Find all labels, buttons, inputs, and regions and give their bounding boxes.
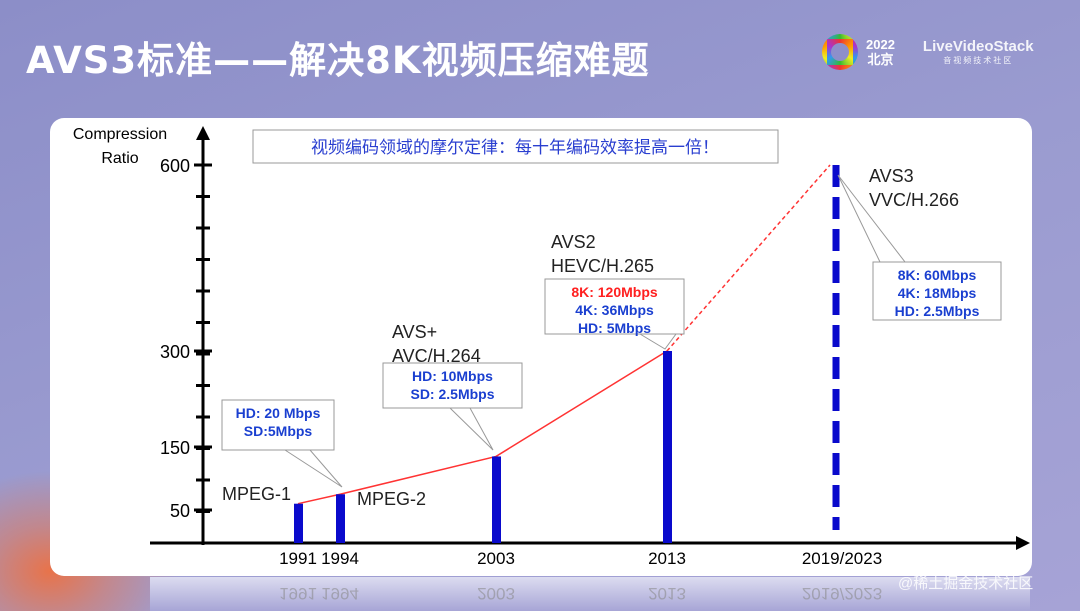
standard-label: AVS+: [392, 322, 437, 342]
callout-text: 4K: 18Mbps: [898, 285, 977, 301]
y-tick-label: 300: [160, 342, 190, 362]
event-logo: 2022 北京 LiveVideoStack 音视频技术社区: [822, 34, 1034, 70]
bar-1994: [336, 494, 345, 543]
bar-2003: [492, 456, 501, 543]
x-axis-arrow: [1016, 536, 1030, 550]
logo-city: 北京: [867, 52, 894, 67]
logo-brand-sub: 音视频技术社区: [943, 56, 1014, 65]
x-tick-reflection: 2003: [477, 584, 515, 603]
callout-box: [872, 261, 1002, 321]
standard-label: AVS2: [551, 232, 596, 252]
chart-panel: [50, 118, 1032, 576]
callout-text: HD: 20 Mbps: [236, 405, 321, 421]
callout-text: 8K: 120Mbps: [571, 284, 658, 300]
x-tick-label: 1994: [321, 549, 359, 568]
logo-year: 2022: [866, 37, 895, 52]
callout-text: SD:5Mbps: [244, 423, 313, 439]
chart-title-box: [252, 129, 779, 164]
callout-box: [544, 278, 685, 335]
callout-text: HD: 10Mbps: [412, 368, 493, 384]
standard-label: AVS3: [869, 166, 914, 186]
x-tick-label: 1991: [279, 549, 317, 568]
slide-title: AVS3标准——解决8K视频压缩难题: [26, 39, 650, 82]
callout-pointer: [837, 174, 907, 263]
y-tick-label: 600: [160, 156, 190, 176]
standard-label: HEVC/H.265: [551, 256, 654, 276]
logo-brand: LiveVideoStack: [922, 38, 1034, 55]
standard-label: MPEG-2: [357, 489, 426, 509]
y-axis-label-line1: Compression: [73, 126, 167, 143]
reflection: [150, 577, 1030, 611]
bar-2013: [663, 351, 672, 543]
standard-label: MPEG-1: [222, 484, 291, 504]
x-tick-reflection: 2013: [648, 584, 686, 603]
callout-text: SD: 2.5Mbps: [410, 386, 494, 402]
y-axis-arrow: [196, 126, 210, 140]
standard-label: AVC/H.264: [392, 346, 481, 366]
chart-title: 视频编码领域的摩尔定律：每十年编码效率提高一倍！: [311, 138, 719, 158]
y-tick-label: 50: [170, 501, 190, 521]
bar-1991: [294, 503, 303, 543]
callout-box: [382, 362, 523, 409]
y-axis-label-line2: Ratio: [101, 150, 138, 167]
callout-text: HD: 5Mbps: [578, 320, 651, 336]
x-tick-label: 2013: [648, 549, 686, 568]
callout-pointer: [283, 449, 343, 488]
trend-line: [297, 350, 668, 505]
callout-text: 4K: 36Mbps: [575, 302, 654, 318]
x-tick-label: 2019/2023: [802, 549, 882, 568]
callout-box: [221, 399, 335, 451]
callout-text: HD: 2.5Mbps: [895, 303, 980, 319]
x-tick-label: 2003: [477, 549, 515, 568]
logo-ring-icon: [822, 34, 858, 70]
x-tick-reflection: 1994: [321, 584, 359, 603]
watermark: @稀土掘金技术社区: [898, 575, 1034, 592]
x-tick-reflection: 2019/2023: [802, 584, 882, 603]
callout-text: 8K: 60Mbps: [898, 267, 977, 283]
y-tick-label: 150: [160, 438, 190, 458]
x-tick-reflection: 1991: [279, 584, 317, 603]
trend-line-projected: [666, 164, 831, 352]
callout-pointer: [448, 407, 494, 451]
standard-label: VVC/H.266: [869, 190, 959, 210]
callout-pointer: [638, 333, 677, 350]
